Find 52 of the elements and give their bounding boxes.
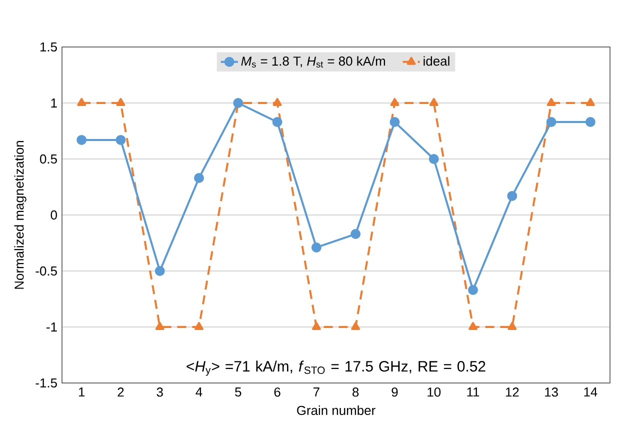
y-axis-title: Normalized magnetization — [14, 141, 26, 289]
x-tick-label: 2 — [118, 388, 124, 397]
point — [586, 98, 595, 106]
x-tick-label: 13 — [545, 388, 558, 397]
y-tick-label: -1.5 — [36, 378, 57, 388]
y-tick-label: 0.5 — [40, 154, 57, 164]
point — [468, 285, 478, 296]
point — [116, 134, 126, 145]
point — [585, 117, 596, 128]
point — [351, 322, 360, 330]
point — [468, 322, 478, 330]
point — [116, 98, 126, 106]
point — [194, 322, 204, 330]
point — [77, 98, 86, 106]
point — [312, 322, 321, 330]
point — [155, 322, 164, 330]
point — [311, 242, 322, 252]
x-tick-label: 8 — [352, 388, 359, 397]
x-tick-label: 12 — [506, 388, 519, 397]
x-axis-title: Grain number — [297, 406, 376, 416]
point — [428, 154, 439, 164]
x-tick-label: 7 — [314, 388, 320, 396]
x-tick-label: 11 — [467, 388, 480, 396]
point — [154, 266, 165, 276]
x-tick-label: 4 — [196, 388, 202, 396]
x-tick-label: 3 — [156, 388, 163, 397]
point — [350, 229, 361, 240]
legend-label: M$_{s}$ = 1.8 T, H$_{st}$ = 80 kA/m — [241, 56, 386, 68]
point — [507, 190, 518, 201]
x-tick-label: 9 — [392, 388, 398, 397]
annotation: <H$_{y}$> =71 kA/m, f$_{STO}$ = 17.5 GHz, RE = 0.52 — [186, 360, 486, 376]
point — [390, 117, 400, 128]
point — [546, 98, 556, 106]
x-tick-label: 1 — [78, 388, 85, 396]
y-tick-label: 0 — [50, 210, 57, 220]
point — [76, 134, 87, 145]
point — [390, 98, 400, 106]
point — [429, 98, 438, 106]
point — [508, 322, 517, 330]
x-tick-label: 14 — [584, 388, 598, 396]
point — [546, 117, 556, 128]
x-tick-label: 5 — [235, 388, 242, 397]
y-tick-label: 1 — [51, 98, 57, 108]
x-tick-label: 6 — [274, 388, 280, 397]
legend-label: ideal — [424, 56, 450, 66]
point — [194, 173, 204, 184]
y-tick-label: 1.5 — [40, 42, 57, 52]
point — [272, 98, 282, 106]
y-tick-label: -0.5 — [36, 266, 57, 276]
point — [272, 117, 282, 128]
x-tick-label: 10 — [428, 388, 441, 397]
y-tick-label: -1 — [46, 322, 57, 332]
